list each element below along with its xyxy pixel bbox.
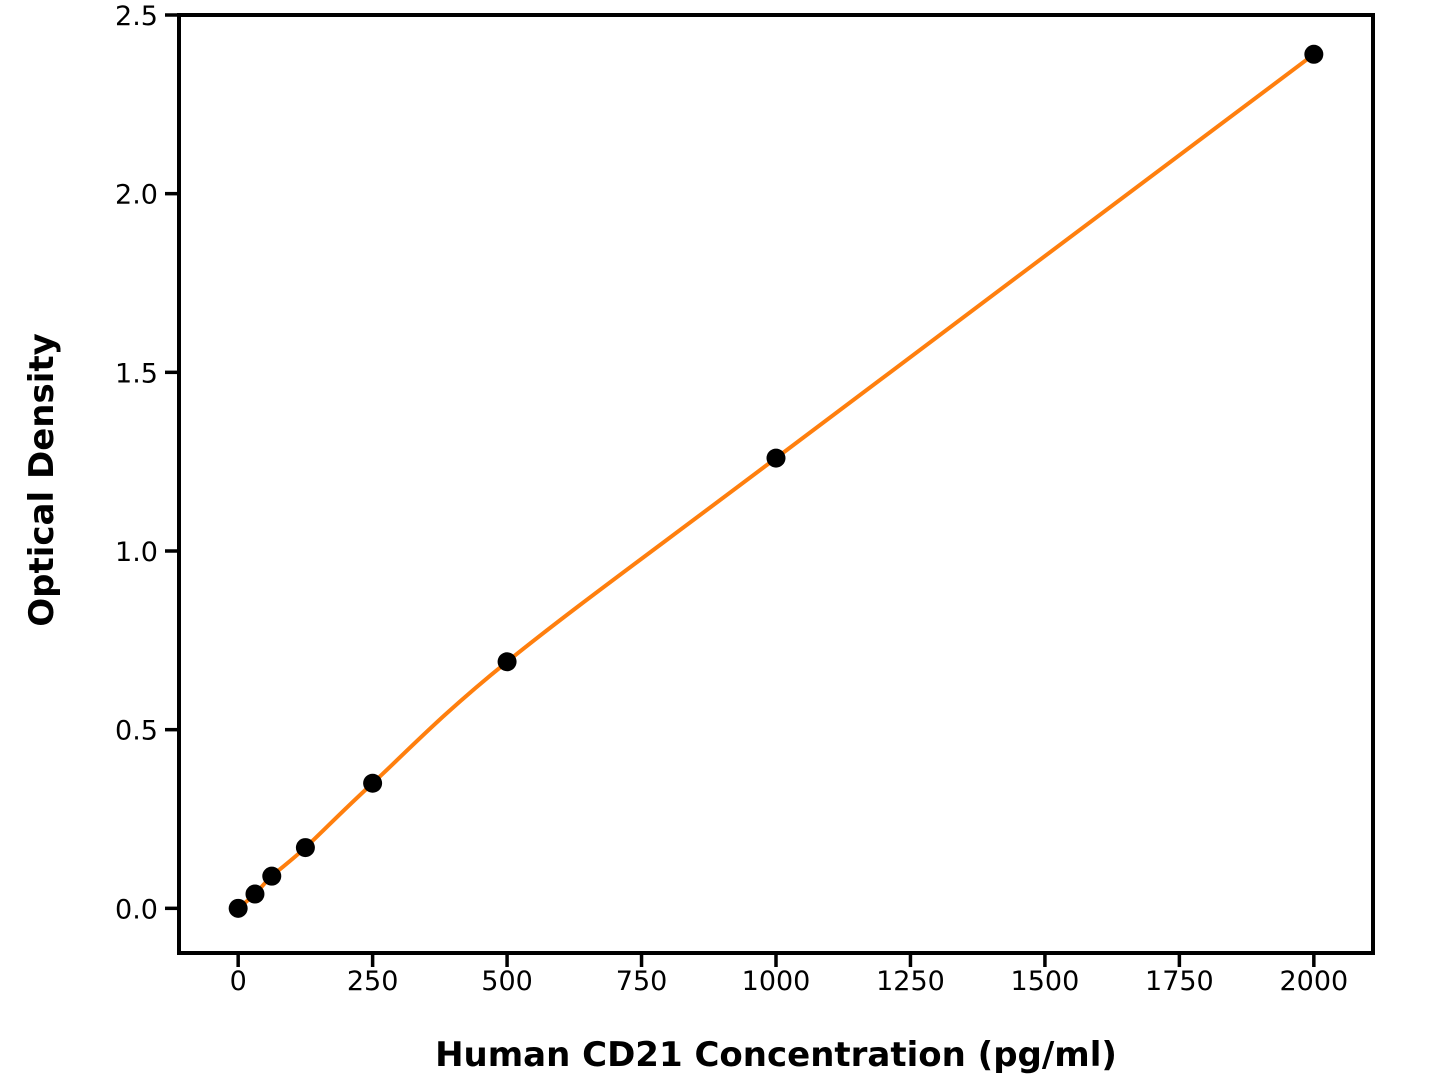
y-tick-label: 0.5 bbox=[115, 716, 158, 747]
y-tick-label: 2.5 bbox=[115, 1, 158, 32]
data-point bbox=[228, 898, 248, 918]
x-tick-label: 1250 bbox=[876, 966, 945, 997]
y-axis-title: Optical Density bbox=[22, 333, 62, 627]
data-point bbox=[766, 448, 786, 468]
standard-curve-line bbox=[236, 52, 1316, 911]
y-tick-label: 1.0 bbox=[115, 537, 158, 568]
data-point bbox=[1304, 44, 1324, 64]
x-tick-label: 2000 bbox=[1279, 966, 1348, 997]
x-tick-label: 0 bbox=[230, 966, 247, 997]
y-tick-label: 1.5 bbox=[115, 358, 158, 389]
data-point bbox=[363, 773, 383, 793]
x-tick-label: 250 bbox=[347, 966, 399, 997]
data-point bbox=[497, 652, 517, 672]
x-tick-label: 500 bbox=[481, 966, 533, 997]
x-tick-label: 1000 bbox=[742, 966, 811, 997]
data-point bbox=[262, 866, 282, 886]
y-tick-label: 2.0 bbox=[115, 180, 158, 211]
y-tick-label: 0.0 bbox=[115, 894, 158, 925]
plot-spines bbox=[177, 13, 1375, 955]
plot-area: 0 250 500 750 1000 1250 1500 1750 2000 0.0 0.5 1.0 1… bbox=[115, 1, 1375, 997]
x-tick-label: 1500 bbox=[1011, 966, 1080, 997]
data-point bbox=[295, 838, 315, 858]
x-tick-label: 1750 bbox=[1145, 966, 1214, 997]
x-tick-label: 750 bbox=[616, 966, 668, 997]
data-point bbox=[245, 884, 265, 904]
x-axis-title: Human CD21 Concentration (pg/ml) bbox=[435, 1035, 1117, 1075]
